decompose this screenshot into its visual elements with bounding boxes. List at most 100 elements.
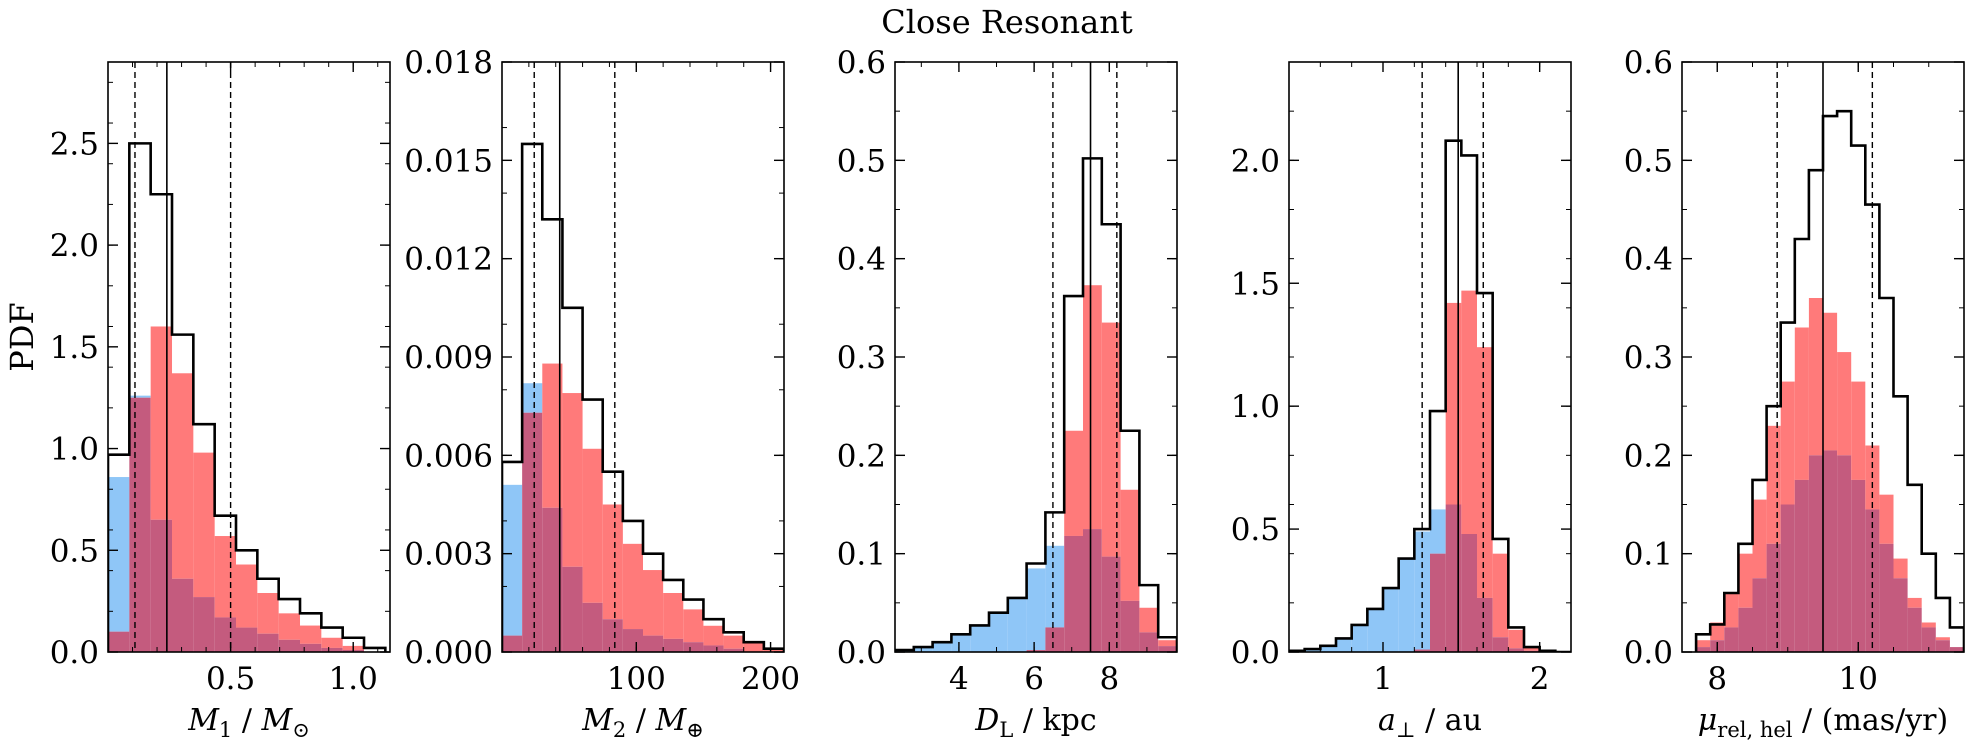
- red-bar: [1492, 553, 1509, 638]
- red-bar: [1907, 597, 1922, 608]
- blue-bar: [1351, 624, 1368, 652]
- red-bar: [1524, 647, 1540, 651]
- y-tick-label: 0.1: [837, 537, 886, 573]
- red-bar: [1935, 637, 1950, 641]
- x-tick-label: 100: [607, 661, 666, 697]
- red-bar: [1477, 347, 1493, 598]
- x-axis-label-part: /: [232, 703, 261, 738]
- overlap-bar: [1837, 455, 1852, 652]
- y-tick-label: 0.4: [837, 242, 886, 278]
- overlap-bar: [1120, 600, 1140, 652]
- red-bar: [1879, 494, 1894, 544]
- overlap-bar: [129, 397, 151, 652]
- y-tick-label: 0.018: [404, 45, 493, 81]
- figure-title: Close Resonant: [881, 3, 1133, 41]
- overlap-bar: [1492, 637, 1509, 652]
- overlap-bar: [1430, 553, 1446, 652]
- x-axis-label-part: / kpc: [1013, 703, 1096, 738]
- x-axis-label-part: M: [581, 703, 614, 738]
- overlap-bar: [1045, 627, 1065, 652]
- plot-area: [1694, 62, 1964, 652]
- overlap-bar: [1851, 479, 1866, 652]
- red-bar: [321, 637, 343, 648]
- x-axis-label-subscript: rel, hel: [1717, 718, 1792, 740]
- overlap-bar: [172, 578, 194, 652]
- blue-bar: [1414, 531, 1430, 650]
- y-tick-label: 0.009: [404, 340, 493, 376]
- red-bar: [582, 448, 603, 603]
- x-axis-label-subscript: 1: [219, 718, 232, 740]
- blue-bar: [522, 383, 543, 413]
- x-axis-label-subscript: 2: [613, 718, 626, 740]
- overlap-bar: [214, 617, 237, 652]
- x-axis-label-part: M: [187, 703, 220, 738]
- overlap-bar: [1907, 607, 1922, 652]
- overlap-bar: [643, 635, 664, 652]
- red-bar: [1851, 381, 1866, 480]
- total-step-line: [1289, 139, 1571, 652]
- plot-area: [502, 62, 784, 652]
- plot-area: [108, 62, 387, 652]
- plot-area: [895, 62, 1177, 652]
- blue-bar: [1398, 558, 1415, 652]
- y-tick-label: 0.3: [1624, 340, 1673, 376]
- red-bar: [257, 593, 279, 634]
- red-bar: [1158, 640, 1177, 647]
- overlap-bar: [683, 642, 704, 652]
- overlap-bar: [1752, 578, 1767, 652]
- y-tick-label: 0.0: [837, 635, 886, 671]
- x-axis-label-subscript: L: [999, 718, 1013, 740]
- red-bar: [622, 543, 643, 630]
- y-tick-label: 0.006: [404, 438, 493, 474]
- overlap-bar: [1865, 509, 1880, 652]
- overlap-bar: [582, 602, 603, 652]
- axes-frame: [1681, 61, 1965, 653]
- overlap-bar: [257, 633, 279, 652]
- total-step-line: [108, 142, 387, 652]
- x-tick-label: 1.0: [329, 661, 378, 697]
- x-axis-label: M2 / M⊕: [581, 703, 704, 740]
- red-bar: [1794, 327, 1809, 480]
- blue-bar: [1383, 588, 1399, 652]
- overlap-bar: [1461, 534, 1477, 652]
- red-bar: [643, 570, 664, 636]
- total-step-line: [895, 157, 1177, 652]
- x-axis-label-part: M: [260, 703, 293, 738]
- x-tick-label: 2: [1530, 661, 1550, 697]
- overlap-bar: [1139, 632, 1159, 652]
- red-bar: [1808, 298, 1823, 456]
- red-bar: [1508, 629, 1524, 649]
- x-axis-label: M1 / M⊙: [187, 703, 310, 740]
- y-tick-label: 0.015: [404, 143, 493, 179]
- blue-bar: [1320, 645, 1336, 652]
- red-bar: [1139, 607, 1159, 633]
- blue-bar: [1045, 545, 1065, 628]
- red-bar: [1738, 553, 1753, 608]
- overlap-bar: [278, 639, 301, 652]
- x-axis-label-subscript: ⊕: [686, 718, 704, 740]
- x-tick-label: 8: [1707, 661, 1727, 697]
- y-tick-label: 0.5: [1231, 512, 1280, 548]
- blue-bar: [129, 395, 151, 398]
- y-tick-label: 0.6: [837, 45, 886, 81]
- axes-frame: [1288, 61, 1572, 653]
- red-bar: [1064, 430, 1083, 536]
- red-bar: [1921, 622, 1936, 628]
- red-bar: [683, 609, 704, 643]
- red-bar: [300, 625, 322, 644]
- y-tick-label: 0.2: [1624, 438, 1673, 474]
- red-bar: [278, 613, 301, 640]
- red-bar: [1752, 499, 1767, 579]
- overlap-bar: [1477, 597, 1493, 652]
- blue-bar: [1336, 638, 1352, 652]
- red-bar: [1780, 381, 1795, 505]
- axes-frame: [107, 61, 391, 653]
- y-tick-label: 0.3: [837, 340, 886, 376]
- red-bar: [1837, 352, 1852, 456]
- axes-frame: [501, 61, 785, 653]
- blue-bar: [932, 642, 952, 652]
- overlap-bar: [150, 519, 173, 652]
- x-axis-label-subscript: ⊥: [1396, 718, 1416, 740]
- y-tick-label: 0.0: [1624, 635, 1673, 671]
